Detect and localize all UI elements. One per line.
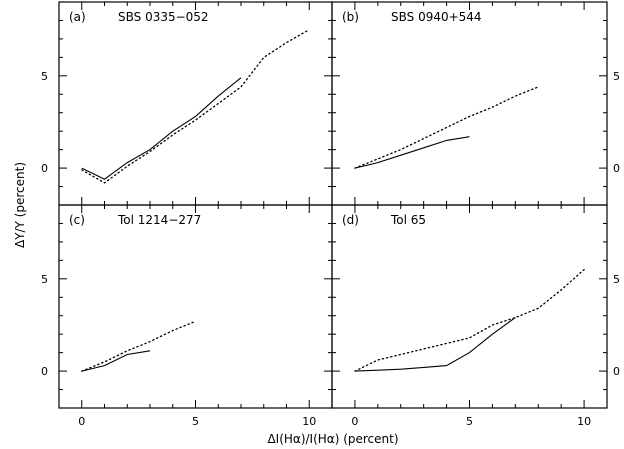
panel-c-solid-line — [81, 350, 151, 372]
panel-c-title: Tol 1214−277 — [117, 213, 201, 227]
panel-d-x-tick-label: 10 — [577, 415, 591, 428]
panel-d-x-tick-label: 5 — [466, 415, 473, 428]
panel-a: 0 5 (a) SBS 0335−052 — [41, 1, 333, 206]
panel-d-y-tick-label-right: 5 — [613, 273, 620, 286]
panel-c-x-tick-label: 0 — [78, 415, 85, 428]
panel-b-tag: (b) — [342, 10, 359, 24]
panel-d-tag: (d) — [342, 213, 359, 227]
panel-d-title: Tol 65 — [390, 213, 426, 227]
panel-d-y-tick-label-right: 0 — [613, 365, 620, 378]
panel-d-dotted-line — [354, 268, 585, 372]
panel-c-tag: (c) — [69, 213, 85, 227]
panel-b-frame — [331, 1, 608, 206]
panel-a-y-tick-label: 5 — [41, 70, 48, 83]
panel-c: 0 5 10 0 5 (c) Tol 1214−277 — [41, 204, 333, 428]
x-axis-title: ΔI(Hα)/I(Hα) (percent) — [267, 432, 398, 446]
panel-a-title: SBS 0335−052 — [118, 10, 209, 24]
panel-a-frame — [58, 1, 333, 206]
panel-c-y-tick-label: 5 — [41, 273, 48, 286]
panel-b: 0 5 (b) SBS 0940+544 — [331, 1, 620, 206]
panel-c-x-tick-label: 10 — [302, 415, 316, 428]
panel-c-frame — [58, 204, 333, 409]
panel-c-y-tick-label: 0 — [41, 365, 48, 378]
panel-d-frame — [331, 204, 608, 409]
panel-d: 0 5 10 0 5 (d) Tol 65 — [331, 204, 620, 428]
panels-layer: 0 5 (a) SBS 0335−052 0 5 (b) SBS 0940+544 0 5 10 0 5… — [41, 1, 620, 428]
panel-d-solid-line — [354, 317, 516, 372]
panel-b-dotted-line — [354, 86, 539, 169]
y-axis-title: ΔY/Y (percent) — [13, 162, 27, 248]
panel-a-tag: (a) — [69, 10, 86, 24]
panel-c-dotted-line — [81, 320, 197, 372]
panel-b-y-tick-label-right: 5 — [613, 70, 620, 83]
panel-a-dotted-line — [81, 29, 310, 184]
panel-a-solid-line — [81, 77, 242, 180]
panel-b-title: SBS 0940+544 — [391, 10, 482, 24]
panel-d-x-tick-label: 0 — [351, 415, 358, 428]
panel-b-y-tick-label-right: 0 — [613, 162, 620, 175]
panel-b-solid-line — [354, 136, 470, 169]
panel-a-y-tick-label: 0 — [41, 162, 48, 175]
panel-c-x-tick-label: 5 — [192, 415, 199, 428]
